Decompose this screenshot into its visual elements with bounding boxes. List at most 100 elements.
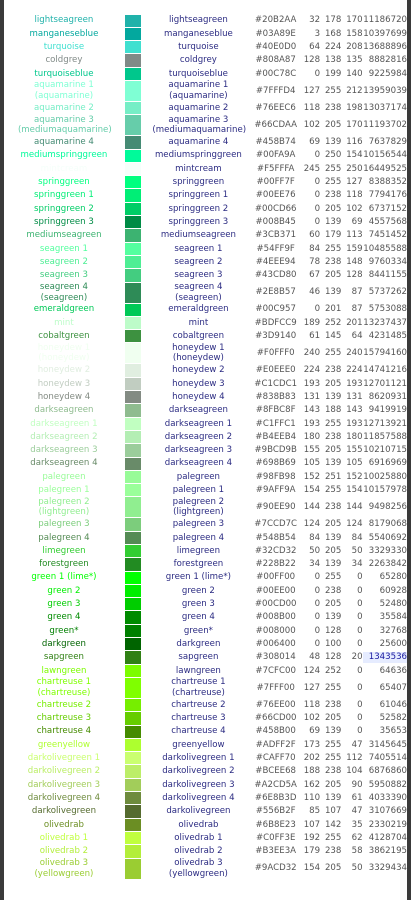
color-label: aquamarine 2: [6, 103, 122, 114]
green-value: 251: [324, 471, 342, 482]
color-name: olivedrab 3 (yellowgreen): [144, 858, 252, 879]
green-value: 238: [324, 766, 342, 777]
color-name-text: emeraldgreen: [168, 304, 229, 315]
green-value: 255: [324, 243, 342, 254]
color-name: mediumseagreen: [144, 230, 252, 241]
swatch: [124, 162, 142, 176]
color-label: cobaltgreen: [6, 331, 122, 342]
red-value: 128: [303, 55, 321, 66]
decimal-value: 16449525: [363, 163, 408, 174]
table-row: darkseagreen 3 darkseagreen 3 #9BCD9B 155 20…: [6, 444, 407, 457]
red-value: 127: [303, 682, 321, 693]
color-label-text: seagreen 2: [39, 256, 88, 267]
color-name: seagreen 2: [144, 257, 252, 268]
blue-value: 240: [346, 348, 363, 359]
red-value: 193: [303, 378, 321, 389]
swatch: [124, 497, 142, 518]
color-name: chartreuse 2: [144, 700, 252, 711]
hex-code: #F5FFFA: [256, 163, 295, 174]
color-name-text: mint: [188, 317, 209, 328]
table-row: emeraldgreen emeraldgreen #00C957 0 201 87 575…: [6, 303, 407, 316]
hex-code: #7FFFD4: [255, 85, 296, 96]
swatch: [124, 14, 142, 27]
color-name: darkolivegreen 1: [144, 753, 252, 764]
color-label: honeydew 3: [6, 379, 122, 390]
hex-code: #00FF00: [256, 572, 296, 583]
green-value: 238: [324, 365, 342, 376]
green-value: 205: [324, 378, 342, 389]
decimal-value: 8882816: [368, 55, 408, 66]
color-name-text: darkolivegreen 4: [162, 792, 235, 803]
green-value: 128: [324, 652, 342, 663]
color-label: seagreen 4 (seagreen): [6, 282, 122, 303]
color-name-text: honeydew 3: [172, 378, 225, 389]
green-value: 255: [324, 85, 342, 96]
color-name: sapgreen: [144, 652, 252, 663]
swatch: [124, 41, 142, 54]
green-value: 205: [324, 713, 342, 724]
red-value: 155: [303, 445, 321, 456]
color-label: olivedrab 3 (yellowgreen): [6, 858, 122, 879]
color-label-text: green 2: [47, 585, 81, 596]
color-label-text: turquoiseblue: [34, 68, 94, 79]
decimal-value: 52582: [379, 713, 408, 724]
swatch: [124, 80, 142, 101]
hex-code: #9AFF9A: [255, 485, 296, 495]
color-label: darkseagreen 1: [6, 419, 122, 430]
blue-value: 127: [346, 177, 363, 188]
color-name: lawngreen: [144, 666, 252, 677]
color-label: olivedrab 2: [6, 846, 122, 857]
blue-value: 198: [346, 102, 363, 113]
table-row: olivedrab 2 olivedrab 2 #B3EE3A 179 238 58 386…: [6, 845, 407, 858]
hex-code: #6B8E23: [255, 819, 296, 830]
table-row: green* green* #008000 0 128 0 32768: [6, 624, 407, 638]
color-label: honeydew 2: [6, 365, 122, 376]
red-value: 0: [314, 68, 321, 79]
color-label-text: darkolivegreen 2: [27, 766, 101, 777]
color-label: honeydew 1 (honeydew): [6, 343, 122, 364]
color-label-text: chartreuse 2: [36, 699, 92, 710]
color-name-text: springgreen 3: [168, 216, 229, 227]
color-name: green 4: [144, 612, 252, 623]
color-label-text: mintcream: [40, 163, 88, 174]
green-value: 238: [324, 699, 342, 710]
color-label-text: palegreen 1: [38, 485, 90, 495]
color-name-text: palegreen 1: [172, 485, 225, 495]
decimal-value: 4033390: [368, 792, 408, 803]
swatch: [124, 545, 142, 558]
color-name: olivedrab: [144, 820, 252, 831]
swatch: [124, 242, 142, 255]
green-value: 178: [324, 15, 342, 26]
color-name: mediumspringgreen: [144, 150, 252, 161]
color-name-text: coldgrey: [179, 55, 217, 66]
color-label-text: limegreen: [42, 545, 86, 556]
hex-code: #00EE00: [255, 585, 296, 596]
color-name-text: darkseagreen 1: [164, 418, 233, 429]
red-value: 224: [303, 365, 321, 376]
color-name-text: green 2: [181, 585, 215, 596]
swatch: [124, 698, 142, 712]
color-label-text: olivedrab 1: [39, 832, 89, 843]
color-label: turquoiseblue: [6, 69, 122, 80]
color-name: aquamarine 2: [144, 103, 252, 114]
blue-value: 148: [346, 256, 363, 267]
decimal-value: 8441155: [368, 270, 408, 281]
table-row: olivedrab 1 olivedrab 1 #C0FF3E 192 255 62 412…: [6, 831, 407, 845]
red-value: 0: [314, 625, 321, 636]
blue-value: 144: [346, 502, 363, 513]
table-row: sapgreen sapgreen #308014 48 128 20 1343536: [6, 651, 407, 664]
blue-value: 0: [357, 572, 363, 583]
swatch: [124, 624, 142, 638]
table-row: palegreen 3 palegreen 3 #7CCD7C 124 205 124 81…: [6, 518, 407, 531]
swatch: [124, 377, 142, 391]
color-label: palegreen: [6, 472, 122, 483]
color-label: emeraldgreen: [6, 304, 122, 315]
red-value: 64: [309, 41, 321, 52]
table-row: honeydew 2 honeydew 2 #E0EEE0 224 238 224 1474…: [6, 364, 407, 377]
table-row: lightseagreen lightseagreen #20B2AA 32 178 17…: [6, 14, 407, 27]
color-name: seagreen 4 (seagreen): [144, 282, 252, 303]
color-label-text: aquamarine 3 (mediumaquamarine): [17, 114, 112, 136]
color-name: darkolivegreen 4: [144, 793, 252, 804]
swatch: [124, 282, 142, 303]
color-name: darkseagreen 4: [144, 458, 252, 469]
